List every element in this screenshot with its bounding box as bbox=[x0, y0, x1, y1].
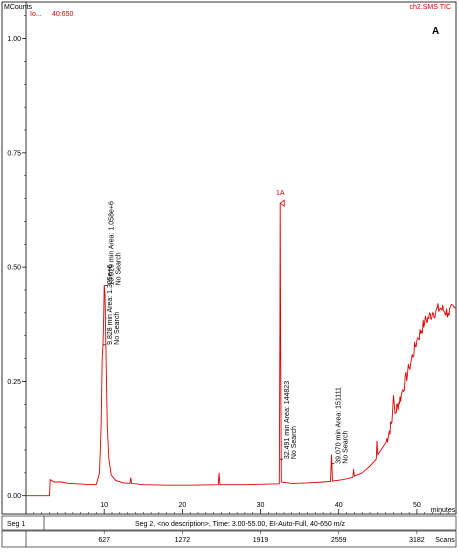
plot-frame bbox=[1, 1, 457, 515]
panel-letter: A bbox=[432, 26, 439, 37]
x-tick-label: 50 bbox=[413, 502, 421, 509]
y-tick-label: 0.50 bbox=[7, 265, 21, 272]
annotation-text: No Search bbox=[342, 431, 349, 464]
annotation-text: No Search bbox=[115, 252, 122, 285]
peak-marker-arrow bbox=[279, 199, 285, 207]
peak-annotation: 9.828 min Area: 1.325e+6 No Search bbox=[107, 264, 121, 344]
peak-annotation: 32.491 min Area: 144823 No Search bbox=[284, 381, 298, 459]
scan-number: 627 bbox=[98, 537, 110, 544]
annotation-text: 10.029 min Area: 1.058e+6 bbox=[108, 201, 115, 285]
x-axis: 10 20 30 40 50 bbox=[33, 502, 457, 514]
annotation-text: No Search bbox=[291, 426, 298, 459]
x-tick-label: 10 bbox=[100, 502, 108, 509]
x-axis-label: minutes bbox=[431, 507, 456, 514]
peak-marker: 1A bbox=[276, 190, 285, 207]
scan-number: 1919 bbox=[253, 537, 269, 544]
segment-description: Seg 2, <no description>, Time: 3.00-55.0… bbox=[135, 521, 346, 528]
annotation-text: No Search bbox=[114, 312, 121, 345]
y-unit-label: MCounts bbox=[4, 4, 33, 11]
peak-marker-label: 1A bbox=[276, 190, 285, 197]
mass-range-label: 40:650 bbox=[52, 11, 74, 18]
trace-label: ch2.SMS TIC bbox=[410, 4, 452, 11]
y-tick-label: 1.00 bbox=[7, 36, 21, 43]
peak-annotations: 9.828 min Area: 1.325e+6 No Search10.029 … bbox=[102, 201, 349, 465]
y-tick-label: 0.25 bbox=[7, 379, 21, 386]
y-axis: 0.00 0.25 0.50 0.75 1.00 bbox=[7, 15, 26, 500]
tic-trace-line bbox=[26, 203, 457, 497]
peak-annotation: 10.029 min Area: 1.058e+6 No Search bbox=[108, 201, 122, 285]
annotation-text: 32.491 min Area: 144823 bbox=[284, 381, 291, 459]
scan-number: 1272 bbox=[175, 537, 191, 544]
annotation-text: 39.070 min Area: 151111 bbox=[335, 387, 342, 464]
annotation-text: 9.828 min Area: 1.325e+6 bbox=[107, 264, 114, 344]
scan-number-row: 627 1272 1919 2559 3182 bbox=[98, 531, 425, 544]
scan-number: 2559 bbox=[331, 537, 347, 544]
peak-annotation: 39.070 min Area: 151111 No Search bbox=[335, 387, 349, 464]
scans-label: Scans bbox=[435, 537, 455, 544]
footer-segment-bar bbox=[1, 515, 457, 531]
x-tick-label: 30 bbox=[257, 502, 265, 509]
y-tick-label: 0.00 bbox=[7, 493, 21, 500]
segment-label: Seg 1 bbox=[7, 521, 25, 528]
scan-number: 3182 bbox=[409, 537, 425, 544]
footer-scan-bar bbox=[1, 530, 457, 548]
x-tick-label: 40 bbox=[335, 502, 343, 509]
y-tick-label: 0.75 bbox=[7, 150, 21, 157]
left-label: Io... bbox=[30, 11, 42, 18]
x-tick-label: 20 bbox=[178, 502, 186, 509]
